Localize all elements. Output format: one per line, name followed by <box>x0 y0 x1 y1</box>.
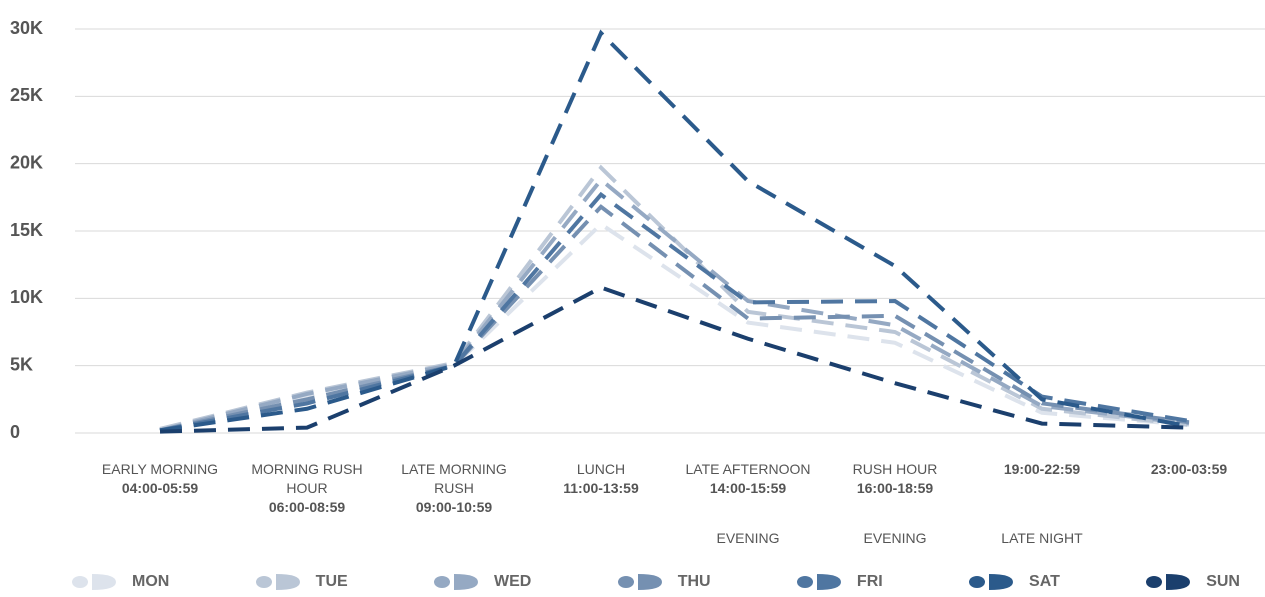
swatch-heel <box>72 576 88 588</box>
legend-swatch <box>796 574 841 590</box>
swatch-heel <box>796 576 813 588</box>
category-time: 11:00-13:59 <box>563 480 639 496</box>
y-tick-label: 20K <box>10 152 43 172</box>
legend-label: TUE <box>315 573 348 590</box>
legend-item: MON <box>70 572 169 592</box>
x-tick-label: 23:00-03:59 <box>1119 460 1259 479</box>
x-tick-label: LATE MORNING RUSH 09:00-10:59 <box>384 460 524 517</box>
swatch-heel <box>1146 576 1163 588</box>
category-name: LATE AFTERNOON <box>685 461 811 477</box>
category-time: 09:00-10:59 <box>415 499 493 515</box>
category-time: 14:00-15:59 <box>709 480 787 496</box>
swatch-toe <box>275 574 300 590</box>
legend-label: MON <box>132 573 170 590</box>
legend-label: SAT <box>1029 573 1060 590</box>
x-tick-label: EARLY MORNING 04:00-05:59 <box>90 460 230 498</box>
series-line <box>159 204 1190 433</box>
legend-item: WED <box>432 572 531 592</box>
y-tick-label: 25K <box>10 85 43 105</box>
y-tick-label: 5K <box>10 354 33 374</box>
category-name: RUSH HOUR <box>852 461 938 477</box>
legend-label: THU <box>677 573 711 590</box>
y-tick-label: 30K <box>10 18 43 38</box>
legend-label: SUN <box>1206 573 1240 590</box>
swatch-toe <box>637 574 662 590</box>
swatch-heel <box>434 576 451 588</box>
category-time: 23:00-03:59 <box>1150 461 1228 477</box>
legend-swatch <box>969 574 1014 590</box>
series-line <box>159 191 1190 433</box>
category-name: MORNING RUSH HOUR <box>251 461 363 496</box>
swatch-heel <box>617 576 634 588</box>
swatch-toe <box>989 574 1014 590</box>
legend-item: SAT <box>967 572 1060 592</box>
swatch-toe <box>1166 574 1191 590</box>
swatch-heel <box>969 576 986 588</box>
y-tick-label: 0 <box>10 422 20 442</box>
swatch-heel <box>255 576 272 588</box>
x-tick-label: LUNCH 11:00-13:59 <box>531 460 671 498</box>
category-name: LUNCH <box>576 461 626 477</box>
legend-swatch <box>72 574 116 590</box>
series-line <box>159 29 1190 433</box>
plot-area: 0 5K 10K 15K 20K 25K 30K <box>10 18 1265 442</box>
x-tick-label: LATE AFTERNOON 14:00-15:59 <box>678 460 818 498</box>
legend-swatch <box>1146 574 1191 590</box>
x-tick-label: MORNING RUSH HOUR 06:00-08:59 <box>237 460 377 517</box>
category-time: 19:00-22:59 <box>1003 461 1081 477</box>
series-line <box>159 285 1190 434</box>
y-tick-label: 15K <box>10 220 43 240</box>
swatch-toe <box>816 574 841 590</box>
legend: MON TUE WED THU FRI SAT SUN <box>70 572 1240 592</box>
category-name: EARLY MORNING <box>101 461 219 477</box>
x-tick-label: RUSH HOUR 16:00-18:59 <box>825 460 965 498</box>
category-time: 04:00-05:59 <box>121 480 199 496</box>
legend-swatch <box>434 574 479 590</box>
category-note: LATE NIGHT <box>1001 530 1083 546</box>
category-note: EVENING <box>716 530 780 546</box>
category-time: 06:00-08:59 <box>268 499 346 515</box>
legend-item: TUE <box>254 572 348 592</box>
category-note: EVENING <box>863 530 927 546</box>
legend-swatch <box>255 574 300 590</box>
category-time: 16:00-18:59 <box>856 480 934 496</box>
swatch-toe <box>92 574 116 590</box>
legend-item: FRI <box>795 572 883 592</box>
legend-item: THU <box>616 572 711 592</box>
series-line <box>159 176 1190 433</box>
legend-item: SUN <box>1144 572 1240 592</box>
legend-label: WED <box>494 573 532 590</box>
y-tick-label: 10K <box>10 287 43 307</box>
category-name: LATE MORNING RUSH <box>401 461 507 496</box>
swatch-toe <box>454 574 479 590</box>
x-tick-label: 19:00-22:59 <box>972 460 1112 479</box>
legend-label: FRI <box>856 573 883 590</box>
legend-swatch <box>617 574 662 590</box>
